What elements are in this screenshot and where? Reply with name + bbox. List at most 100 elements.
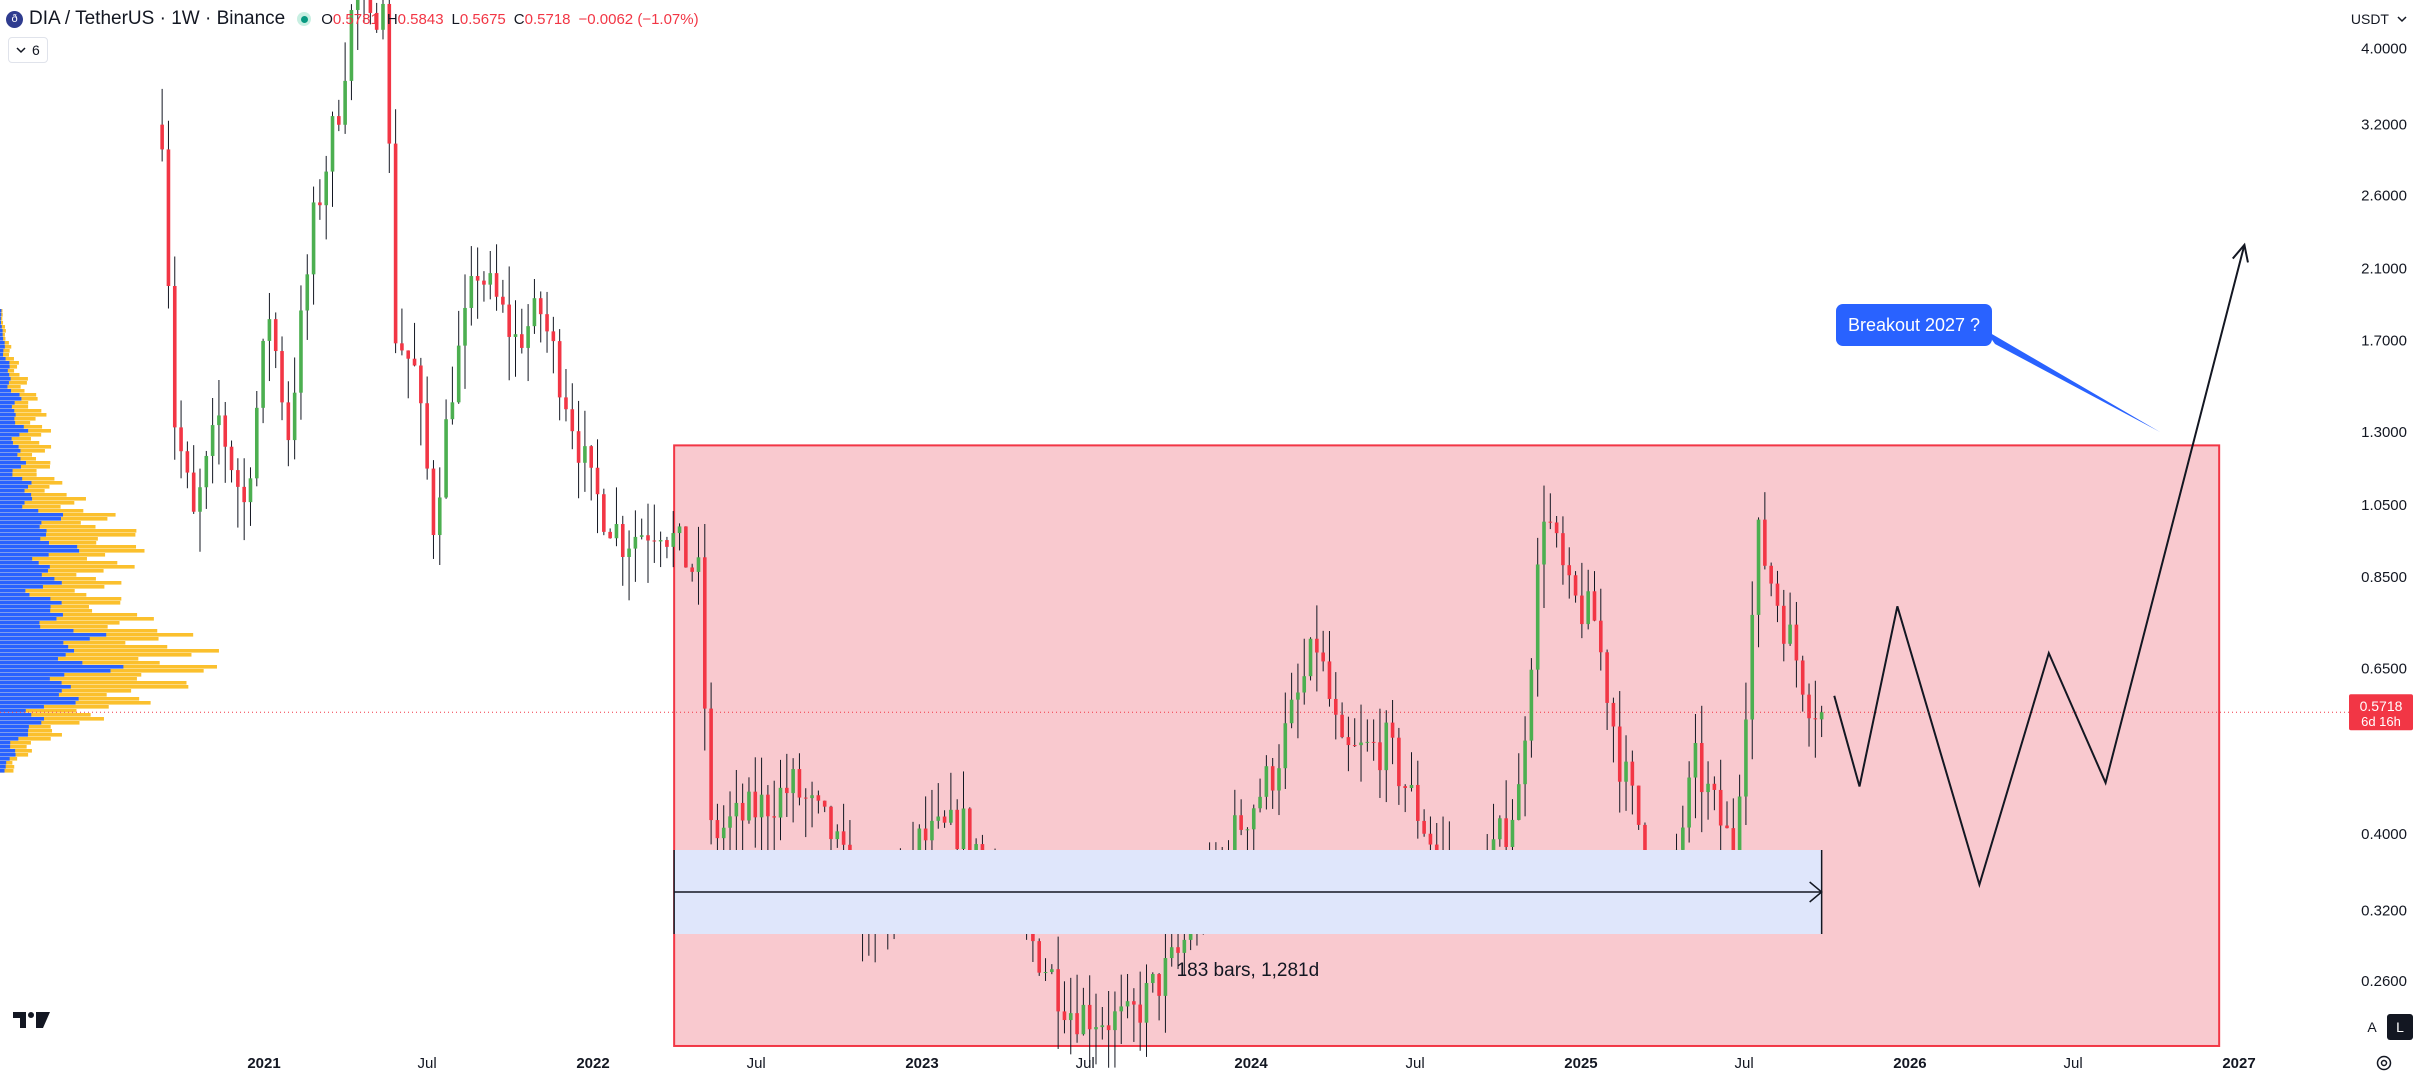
volume-profile-row bbox=[0, 541, 49, 545]
candle-body bbox=[1302, 676, 1307, 693]
candle-body bbox=[488, 273, 493, 285]
volume-profile-row bbox=[0, 425, 24, 429]
candle-body bbox=[1737, 796, 1742, 862]
volume-profile-row bbox=[0, 569, 104, 573]
candle-body bbox=[160, 124, 164, 150]
volume-profile-row bbox=[0, 665, 124, 669]
volume-profile-row bbox=[0, 625, 41, 629]
candle-body bbox=[1409, 784, 1414, 789]
volume-profile-row bbox=[0, 537, 98, 541]
volume-profile-row bbox=[0, 417, 36, 421]
breakout-callout-box[interactable] bbox=[1836, 304, 1992, 346]
volume-profile-row bbox=[0, 441, 13, 445]
volume-profile-row bbox=[0, 437, 31, 441]
candle-body bbox=[1113, 1011, 1117, 1031]
time-axis[interactable]: 2021 Jul 2022 Jul 2023 Jul 2024 Jul 2025 Jul 2026 J… bbox=[247, 1055, 2255, 1072]
range-rectangle[interactable] bbox=[673, 444, 2221, 1047]
candle-body bbox=[1264, 766, 1269, 797]
candle-body bbox=[355, 0, 360, 10]
candle-body bbox=[1725, 825, 1729, 829]
candle-body bbox=[311, 202, 316, 275]
candle-body bbox=[286, 402, 291, 441]
candle-body bbox=[709, 708, 713, 821]
candle-body bbox=[1327, 661, 1332, 699]
volume-profile-row bbox=[0, 317, 1, 321]
volume-profile-row bbox=[0, 337, 4, 341]
candle-body bbox=[343, 80, 347, 125]
candle-body bbox=[551, 331, 556, 342]
volume-profile-row bbox=[0, 525, 96, 529]
candle-body bbox=[614, 524, 619, 539]
price-axis[interactable]: 4.0000 3.2000 2.6000 2.1000 1.7000 1.3000 1.05… bbox=[2361, 41, 2407, 991]
candle-body bbox=[620, 524, 625, 557]
volume-profile-row bbox=[0, 377, 28, 381]
volume-profile-row bbox=[0, 357, 6, 361]
candle-body bbox=[1169, 947, 1174, 959]
volume-profile-row bbox=[0, 585, 43, 589]
candle-body bbox=[431, 468, 436, 536]
measure-label: 183 bars, 1,281d bbox=[1177, 960, 1320, 981]
time-axis-tick-label: Jul bbox=[747, 1055, 766, 1072]
candle-body bbox=[633, 536, 638, 549]
currency-select[interactable]: USDT bbox=[2345, 7, 2413, 31]
volume-profile-row bbox=[0, 645, 168, 649]
volume-profile-row bbox=[0, 361, 19, 365]
volume-profile-row bbox=[0, 557, 87, 561]
volume-profile-row bbox=[0, 765, 6, 769]
candle-body bbox=[1050, 969, 1054, 973]
candle-body bbox=[532, 298, 537, 327]
volume-profile-row bbox=[0, 317, 3, 321]
volume-profile-row bbox=[0, 393, 20, 397]
indicators-toggle-button[interactable]: 6 bbox=[8, 37, 48, 63]
dia-coin-icon[interactable]: ð bbox=[6, 10, 23, 28]
price-axis-tick-label: 2.1000 bbox=[2361, 260, 2407, 277]
volume-profile-row bbox=[0, 553, 49, 557]
volume-profile-row bbox=[0, 617, 154, 621]
log-scale-button[interactable]: L bbox=[2387, 1014, 2413, 1040]
volume-profile-row bbox=[0, 465, 21, 469]
volume-profile-row bbox=[0, 569, 48, 573]
volume-profile-row bbox=[0, 473, 13, 477]
time-axis-tick-label: Jul bbox=[418, 1055, 437, 1072]
volume-profile-row bbox=[0, 333, 3, 337]
projection-path[interactable] bbox=[1833, 244, 2246, 889]
time-axis-tick-label: Jul bbox=[2064, 1055, 2083, 1072]
ohlc-close: C0.5718 bbox=[513, 10, 571, 28]
candle-body bbox=[1150, 974, 1155, 984]
market-open-status-icon[interactable] bbox=[297, 12, 312, 26]
price-axis-tick-label: 1.7000 bbox=[2361, 332, 2407, 349]
tradingview-logo-icon[interactable] bbox=[12, 1008, 52, 1037]
candle-body bbox=[437, 497, 442, 536]
candle-body bbox=[1346, 737, 1351, 746]
volume-profile-row bbox=[0, 661, 83, 665]
volume-profile-row bbox=[0, 381, 9, 385]
volume-profile-row bbox=[0, 641, 64, 645]
candle-body bbox=[772, 816, 777, 818]
candle-body bbox=[759, 794, 764, 818]
auto-scale-button[interactable]: A bbox=[2367, 1019, 2377, 1035]
candle-body bbox=[456, 345, 461, 403]
candle-body bbox=[1800, 660, 1805, 695]
candle-body bbox=[1636, 785, 1641, 825]
volume-profile-row bbox=[0, 593, 87, 597]
volume-profile-row bbox=[0, 753, 16, 757]
candle-body bbox=[1794, 624, 1799, 661]
candle-body bbox=[1819, 712, 1824, 720]
settings-gear-icon[interactable] bbox=[2375, 1054, 2393, 1077]
candle-body bbox=[198, 487, 202, 512]
time-axis-tick-label: 2025 bbox=[1564, 1055, 1597, 1072]
volume-profile-row bbox=[0, 505, 61, 509]
symbol-title[interactable]: DIA / TetherUS · 1W · Binance bbox=[29, 8, 286, 29]
volume-profile-row bbox=[0, 465, 50, 469]
volume-profile-row bbox=[0, 613, 138, 617]
volume-profile-row bbox=[0, 421, 16, 425]
candle-body bbox=[545, 314, 549, 332]
candle-body bbox=[1251, 808, 1256, 830]
volume-profile-row bbox=[0, 761, 7, 765]
volume-profile-row bbox=[0, 325, 2, 329]
price-axis-tick-label: 0.6500 bbox=[2361, 660, 2407, 677]
volume-profile-row bbox=[0, 345, 5, 349]
candle-body bbox=[1081, 1004, 1086, 1035]
candle-body bbox=[406, 350, 411, 359]
